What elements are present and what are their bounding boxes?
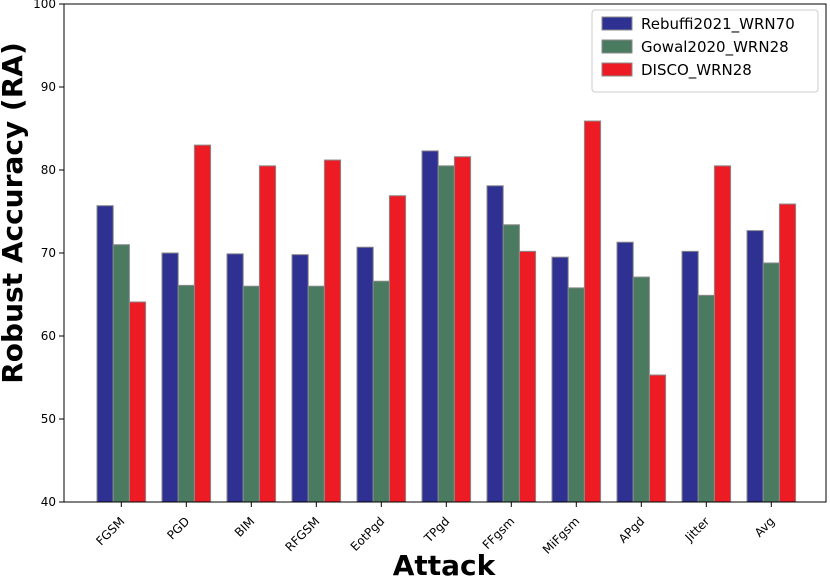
x-tick-label: TPgd xyxy=(421,514,453,546)
bar-disco-wrn28-avg xyxy=(778,203,797,503)
y-tick-label: 50 xyxy=(41,412,56,426)
x-tick-label: FFgsm xyxy=(480,514,518,552)
bar-disco-wrn28-jitter xyxy=(713,165,732,503)
x-tick-label: MiFgsm xyxy=(540,514,583,557)
bar-rebuffi2021-wrn70-rfgsm xyxy=(291,254,309,503)
y-tick-label: 100 xyxy=(33,0,56,11)
x-axis-title: Attack xyxy=(393,549,497,581)
bar-disco-wrn28-fgsm xyxy=(128,301,147,503)
legend-label: Gowal2020_WRN28 xyxy=(641,38,789,57)
legend-swatch xyxy=(601,62,633,77)
bar-disco-wrn28-rfgsm xyxy=(323,159,342,503)
bar-gowal2020-wrn28-rfgsm xyxy=(307,285,325,503)
legend-box xyxy=(591,9,819,93)
x-tick-label: APgd xyxy=(616,514,648,546)
x-tick-label: BIM xyxy=(232,514,258,540)
legend-swatch xyxy=(601,39,633,54)
y-axis: 40 50 60 70 80 90 100 xyxy=(33,0,64,509)
bar-gowal2020-wrn28-jitter xyxy=(697,294,715,503)
legend-label: Rebuffi2021_WRN70 xyxy=(641,15,795,34)
bar-rebuffi2021-wrn70-jitter xyxy=(681,250,699,503)
x-tick-label: FGSM xyxy=(93,514,127,548)
y-tick-label: 90 xyxy=(41,80,56,94)
bar-disco-wrn28-pgd xyxy=(193,144,212,503)
bar-rebuffi2021-wrn70-avg xyxy=(746,230,764,503)
x-tick-label: Jitter xyxy=(682,514,713,545)
bar-gowal2020-wrn28-apgd xyxy=(632,276,650,503)
y-tick-label: 40 xyxy=(41,495,56,509)
legend: Rebuffi2021_WRN70 Gowal2020_WRN28 DISCO_WR… xyxy=(591,9,819,93)
bar-rebuffi2021-wrn70-tpgd xyxy=(421,150,439,503)
legend-swatch xyxy=(601,16,633,31)
bar-disco-wrn28-ffgsm xyxy=(518,250,537,503)
bar-gowal2020-wrn28-pgd xyxy=(177,284,195,503)
bar-gowal2020-wrn28-eotpgd xyxy=(372,280,390,503)
bar-disco-wrn28-bim xyxy=(258,165,277,503)
bar-rebuffi2021-wrn70-mifgsm xyxy=(551,256,569,503)
bar-gowal2020-wrn28-fgsm xyxy=(112,244,130,503)
x-tick-label: PGD xyxy=(164,514,192,542)
bar-rebuffi2021-wrn70-eotpgd xyxy=(356,246,374,503)
bar-gowal2020-wrn28-mifgsm xyxy=(567,287,585,503)
bar-gowal2020-wrn28-avg xyxy=(762,262,780,503)
bars-layer xyxy=(96,120,797,503)
x-tick-label: RFGSM xyxy=(282,514,322,554)
bar-rebuffi2021-wrn70-bim xyxy=(226,253,244,503)
y-tick-label: 60 xyxy=(41,329,56,343)
y-tick-label: 70 xyxy=(41,246,56,260)
bar-rebuffi2021-wrn70-fgsm xyxy=(96,205,114,503)
y-axis-title: Robust Accuracy (RA) xyxy=(0,42,29,384)
legend-label: DISCO_WRN28 xyxy=(641,61,752,80)
bar-disco-wrn28-mifgsm xyxy=(583,120,602,503)
bar-gowal2020-wrn28-ffgsm xyxy=(502,224,520,503)
bar-disco-wrn28-eotpgd xyxy=(388,195,407,503)
bar-disco-wrn28-apgd xyxy=(648,374,667,503)
x-tick-label: EotPgd xyxy=(348,514,388,554)
bar-disco-wrn28-tpgd xyxy=(453,156,472,503)
x-tick-label: Avg xyxy=(752,514,778,540)
y-tick-label: 80 xyxy=(41,163,56,177)
bar-rebuffi2021-wrn70-ffgsm xyxy=(486,185,504,503)
bar-rebuffi2021-wrn70-apgd xyxy=(616,241,634,503)
bar-gowal2020-wrn28-tpgd xyxy=(437,165,455,503)
bar-gowal2020-wrn28-bim xyxy=(242,285,260,503)
bar-rebuffi2021-wrn70-pgd xyxy=(161,252,179,503)
